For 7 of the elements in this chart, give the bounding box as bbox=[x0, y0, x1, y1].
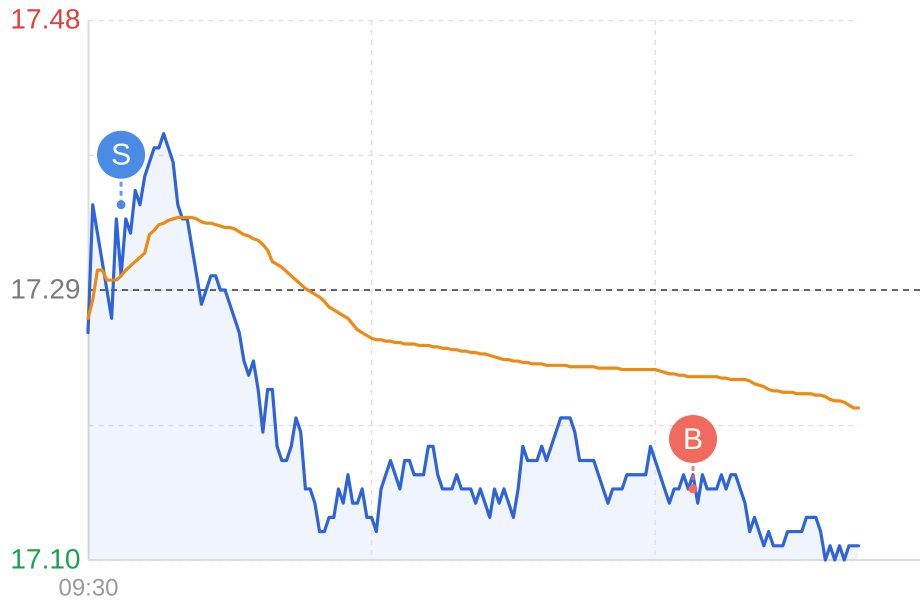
y-tick-label: 17.48 bbox=[10, 4, 80, 34]
x-tick-label: 09:30 bbox=[58, 574, 119, 602]
series-label: B bbox=[682, 422, 704, 456]
y-tick-label: 17.10 bbox=[10, 544, 80, 574]
line-series bbox=[86, 216, 860, 410]
y-tick-label: 17.29 bbox=[10, 274, 80, 304]
series-label: S bbox=[111, 138, 132, 172]
